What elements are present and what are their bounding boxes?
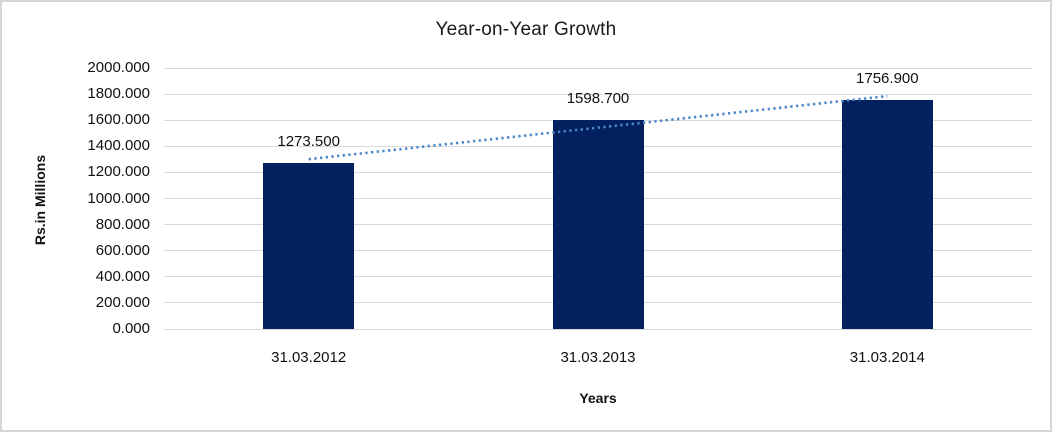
trendline [308, 94, 888, 161]
y-tick-label: 1600.000 [87, 111, 150, 129]
y-tick-label: 200.000 [95, 293, 150, 311]
x-tick-label: 31.03.2012 [271, 349, 347, 366]
y-tick-label: 2000.000 [87, 59, 150, 76]
bar-value-label: 1756.900 [856, 69, 919, 87]
chart-title: Year-on-Year Growth [435, 19, 617, 40]
bar-value-label: 1273.500 [277, 132, 340, 150]
y-tick-label: 1400.000 [87, 137, 150, 155]
gridline [164, 119, 1032, 121]
gridline [164, 67, 1032, 69]
x-tick-label: 31.03.2014 [849, 349, 925, 366]
bar-31.03.2013 [552, 120, 644, 329]
gridline [164, 93, 1032, 95]
y-tick-label: 600.000 [95, 241, 150, 259]
x-tick-label: 31.03.2013 [560, 349, 636, 366]
y-tick-label: 1000.000 [87, 189, 150, 207]
gridline [164, 328, 1032, 330]
y-tick-label: 0.000 [112, 320, 150, 337]
y-tick-label: 400.000 [95, 267, 150, 285]
bar-31.03.2014 [841, 99, 933, 329]
bar-31.03.2012 [263, 162, 355, 329]
y-tick-label: 1200.000 [87, 163, 150, 181]
x-axis-title: Years [579, 390, 617, 406]
plot-area [164, 67, 1032, 330]
y-tick-label: 800.000 [95, 215, 150, 233]
bar-value-label: 1598.700 [566, 90, 630, 108]
y-tick-label: 1800.000 [87, 85, 150, 103]
